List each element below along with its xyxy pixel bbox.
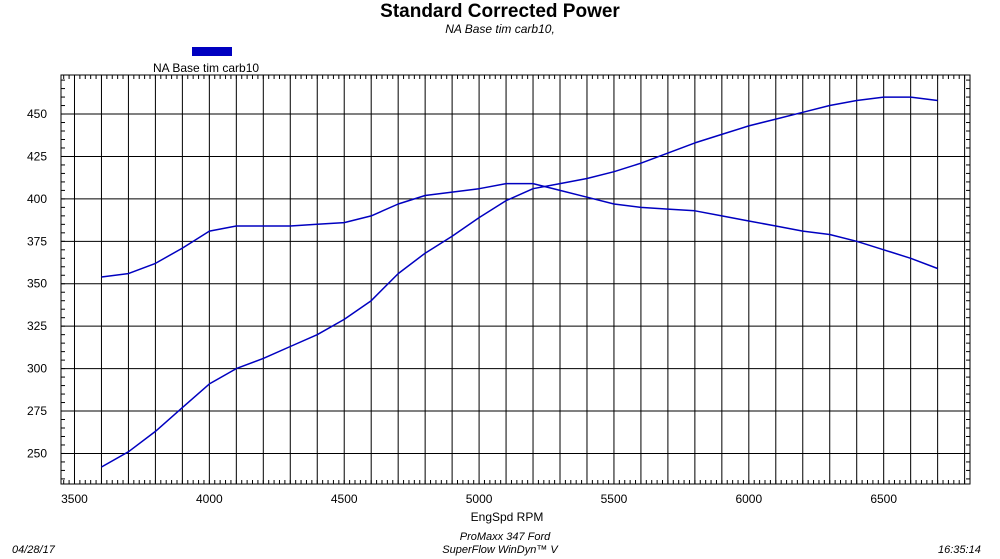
y-tick-label: 325 [27,319,47,333]
y-tick-label: 375 [27,234,47,248]
y-tick-label: 450 [27,107,47,121]
y-tick-label: 275 [27,404,47,418]
legend-label: NA Base tim carb10 [153,61,260,75]
y-tick-label: 425 [27,149,47,163]
footer-time: 16:35:14 [938,544,981,556]
chart-subtitle: NA Base tim carb10, [445,22,555,36]
x-tick-label: 3500 [61,492,88,506]
y-tick-label: 300 [27,362,47,376]
y-tick-label: 350 [27,277,47,291]
x-tick-label: 5000 [466,492,493,506]
x-tick-label: 5500 [601,492,628,506]
footer-engine: ProMaxx 347 Ford [459,531,551,543]
series-line-1 [101,96,938,468]
footer-date: 04/28/17 [12,544,55,556]
plot-border [60,74,971,485]
series-lines [101,96,938,468]
legend-swatch [192,47,232,56]
x-tick-label: 6000 [735,492,762,506]
x-tick-label: 6500 [870,492,897,506]
axes: 250 275 300 325 350 375 400 425 450 3500 4000 4500 5… [27,74,971,506]
x-tick-label: 4500 [331,492,358,506]
x-axis-label: EngSpd RPM [471,510,544,524]
y-tick-label: 400 [27,192,47,206]
y-tick-label: 250 [27,446,47,460]
chart-title: Standard Corrected Power [380,1,620,22]
footer-software: SuperFlow WinDyn™ V [442,544,558,556]
x-tick-label: 4000 [196,492,223,506]
series-line-2 [101,182,938,278]
grid-lines [61,75,970,484]
